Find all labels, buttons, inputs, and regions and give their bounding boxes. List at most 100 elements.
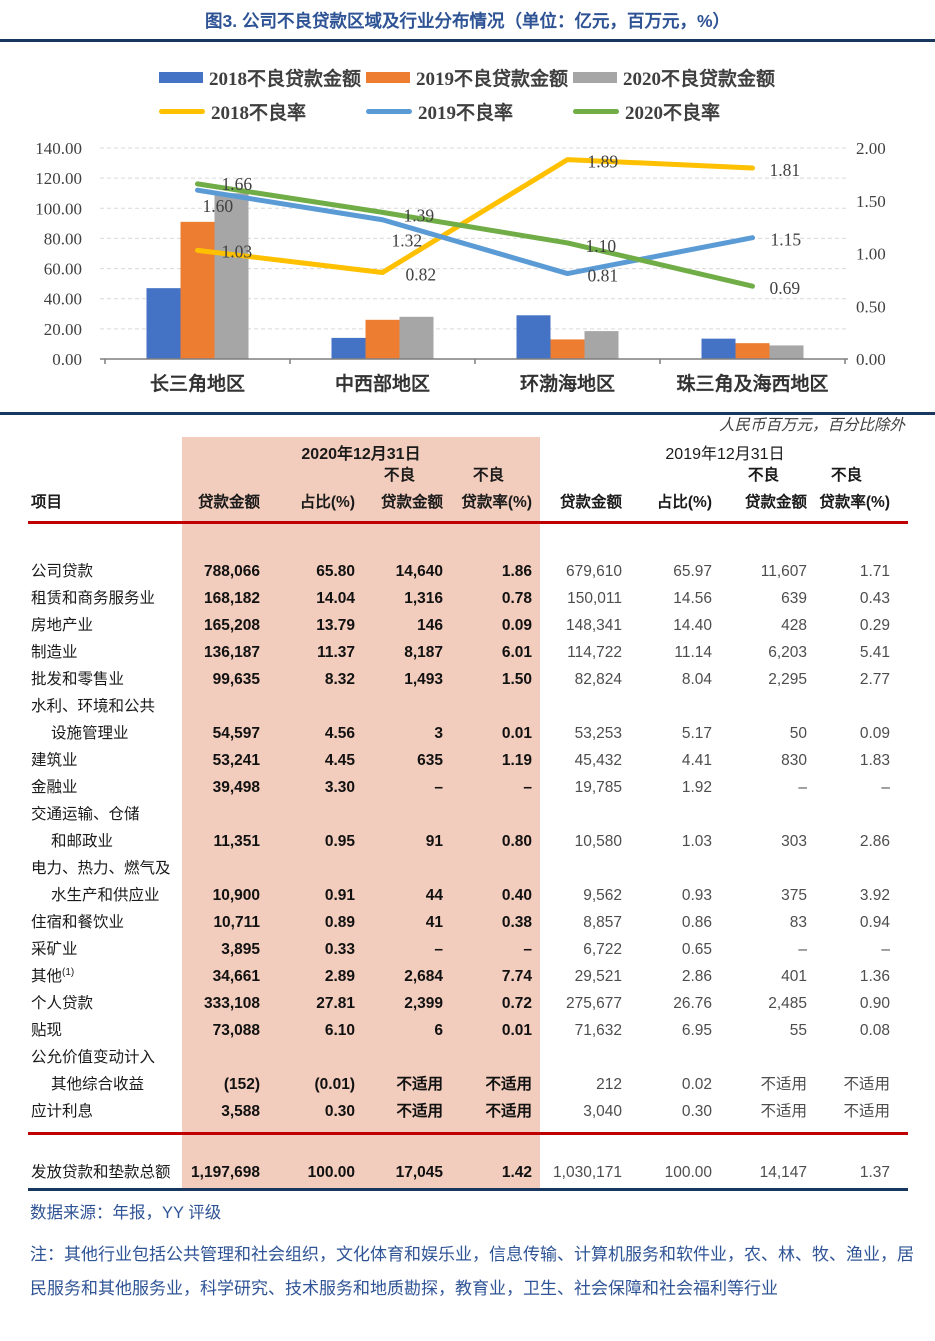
row-label: 采矿业 — [31, 941, 78, 958]
column-header: 贷款率(%) — [819, 494, 890, 511]
table-cell: 0.72 — [501, 995, 532, 1012]
table-cell: 0.08 — [859, 1022, 890, 1039]
table-cell: 2,485 — [768, 995, 807, 1012]
table-cell: 8.32 — [324, 671, 355, 688]
column-header-top: 不良 — [383, 467, 415, 484]
row-label: 水利、环境和公共 — [31, 698, 156, 715]
table-cell: 3,895 — [221, 941, 260, 958]
table-cell: 0.86 — [681, 914, 712, 931]
table-cell: 3.30 — [324, 779, 355, 796]
table-cell: 8.04 — [681, 671, 712, 688]
table-cell: 3,588 — [221, 1103, 260, 1120]
table-cell: 53,253 — [574, 725, 622, 742]
table-cell: 2.86 — [859, 833, 890, 850]
highlight-band-2020 — [182, 437, 540, 1188]
legend-line-swatch — [159, 108, 205, 114]
table-cell: 679,610 — [565, 563, 622, 580]
table-cell: 1,316 — [404, 590, 443, 607]
table-cell: 不适用 — [485, 1076, 532, 1093]
npl-region-chart: 1.03 0.82 1.89 1.81 1.60 1.32 0.81 1.15 1.66 1.39… — [35, 139, 886, 395]
legend-item: 2019不良贷款金额 — [366, 66, 568, 90]
table-cell: – — [523, 941, 532, 958]
row-label-line2: 其他综合收益 — [51, 1076, 145, 1093]
table-cell: 5.41 — [859, 644, 890, 661]
row-label-line2: 和邮政业 — [51, 833, 114, 850]
column-header: 贷款率(%) — [461, 494, 532, 511]
line-2019不良率 — [195, 187, 755, 277]
legend-label: 2018不良率 — [211, 102, 307, 124]
row-label: 其他(1) — [31, 966, 75, 985]
bar-2019不良贷款金额 — [365, 319, 400, 359]
legend-label: 2020不良贷款金额 — [623, 68, 776, 90]
legend-item: 2018不良率 — [159, 100, 307, 124]
group-header-2020: 2020年12月31日 — [301, 446, 421, 463]
table-cell: 0.30 — [681, 1103, 712, 1120]
table-cell: 0.89 — [324, 914, 355, 931]
column-header: 贷款金额 — [744, 494, 807, 511]
table-cell: 73,088 — [212, 1022, 260, 1039]
table-cell: 2,295 — [768, 671, 807, 688]
row-label: 制造业 — [31, 644, 78, 661]
table-cell: 100.00 — [664, 1164, 712, 1181]
table-cell: 不适用 — [843, 1076, 890, 1093]
table-cell: 14.04 — [316, 590, 355, 607]
table-cell: 0.09 — [501, 617, 532, 634]
table-cell: 212 — [596, 1076, 622, 1093]
table-cell: 0.93 — [681, 887, 712, 904]
left-axis-label: 140.00 — [35, 139, 82, 158]
row-label: 个人贷款 — [31, 995, 94, 1012]
table-cell: 不适用 — [396, 1076, 443, 1093]
table-cell: 4.56 — [324, 725, 355, 742]
row-label: 批发和零售业 — [31, 671, 125, 688]
table-cell: 3,040 — [583, 1103, 622, 1120]
table-cell: 13.79 — [316, 617, 355, 634]
table-cell: 6.10 — [324, 1022, 355, 1039]
table-cell: 100.00 — [307, 1164, 355, 1181]
left-axis-label: 60.00 — [44, 260, 82, 279]
figure-title: 图3. 公司不良贷款区域及行业分布情况（单位：亿元，百万元，%） — [204, 11, 730, 31]
legend-item: 2018不良贷款金额 — [159, 66, 361, 90]
table-bottom-rule — [28, 1188, 908, 1191]
table-cell: 不适用 — [485, 1103, 532, 1120]
bar-2020不良贷款金额 — [399, 316, 434, 359]
table-cell: 65.80 — [316, 563, 355, 580]
table-cell: 2.86 — [681, 968, 712, 985]
item-column-header: 项目 — [31, 494, 63, 511]
table-cell: 53,241 — [212, 752, 260, 769]
table-cell: (152) — [223, 1076, 260, 1093]
table-cell: 10,900 — [212, 887, 260, 904]
table-cell: 0.95 — [324, 833, 355, 850]
row-label-line2: 水生产和供应业 — [51, 887, 160, 904]
line-data-label: 0.82 — [406, 264, 437, 284]
category-label: 环渤海地区 — [520, 372, 615, 395]
line-data-label: 1.32 — [392, 231, 423, 251]
bar-2020不良贷款金额 — [769, 345, 804, 359]
legend-item: 2019不良率 — [366, 100, 513, 124]
line-data-label: 0.81 — [588, 266, 619, 286]
column-header: 贷款金额 — [559, 494, 622, 511]
line-data-label: 0.69 — [770, 278, 801, 298]
legend-line-swatch — [366, 108, 412, 114]
table-cell: 635 — [417, 752, 443, 769]
bar-2019不良贷款金额 — [180, 221, 215, 359]
table-cell: 39,498 — [212, 779, 260, 796]
bar-2018不良贷款金额 — [146, 288, 181, 359]
table-cell: 0.30 — [324, 1103, 355, 1120]
table-cell: 1.86 — [501, 563, 532, 580]
column-header: 占比(%) — [656, 494, 712, 511]
table-cell: 不适用 — [760, 1076, 807, 1093]
table-cell: (0.01) — [314, 1076, 356, 1093]
table-cell: 148,341 — [565, 617, 622, 634]
line-data-label: 1.66 — [222, 174, 253, 194]
table-cell: 0.80 — [501, 833, 532, 850]
table-cell: 99,635 — [212, 671, 260, 688]
table-cell: 428 — [781, 617, 807, 634]
row-label: 贴现 — [31, 1022, 63, 1039]
bar-2019不良贷款金额 — [735, 343, 770, 359]
table-cell: 150,011 — [567, 590, 622, 607]
table-cell: 1.83 — [859, 752, 890, 769]
table-cell: 50 — [789, 725, 807, 742]
table-cell: 26.76 — [673, 995, 712, 1012]
row-label: 电力、热力、燃气及 — [31, 860, 171, 877]
table-cell: 1.03 — [681, 833, 712, 850]
